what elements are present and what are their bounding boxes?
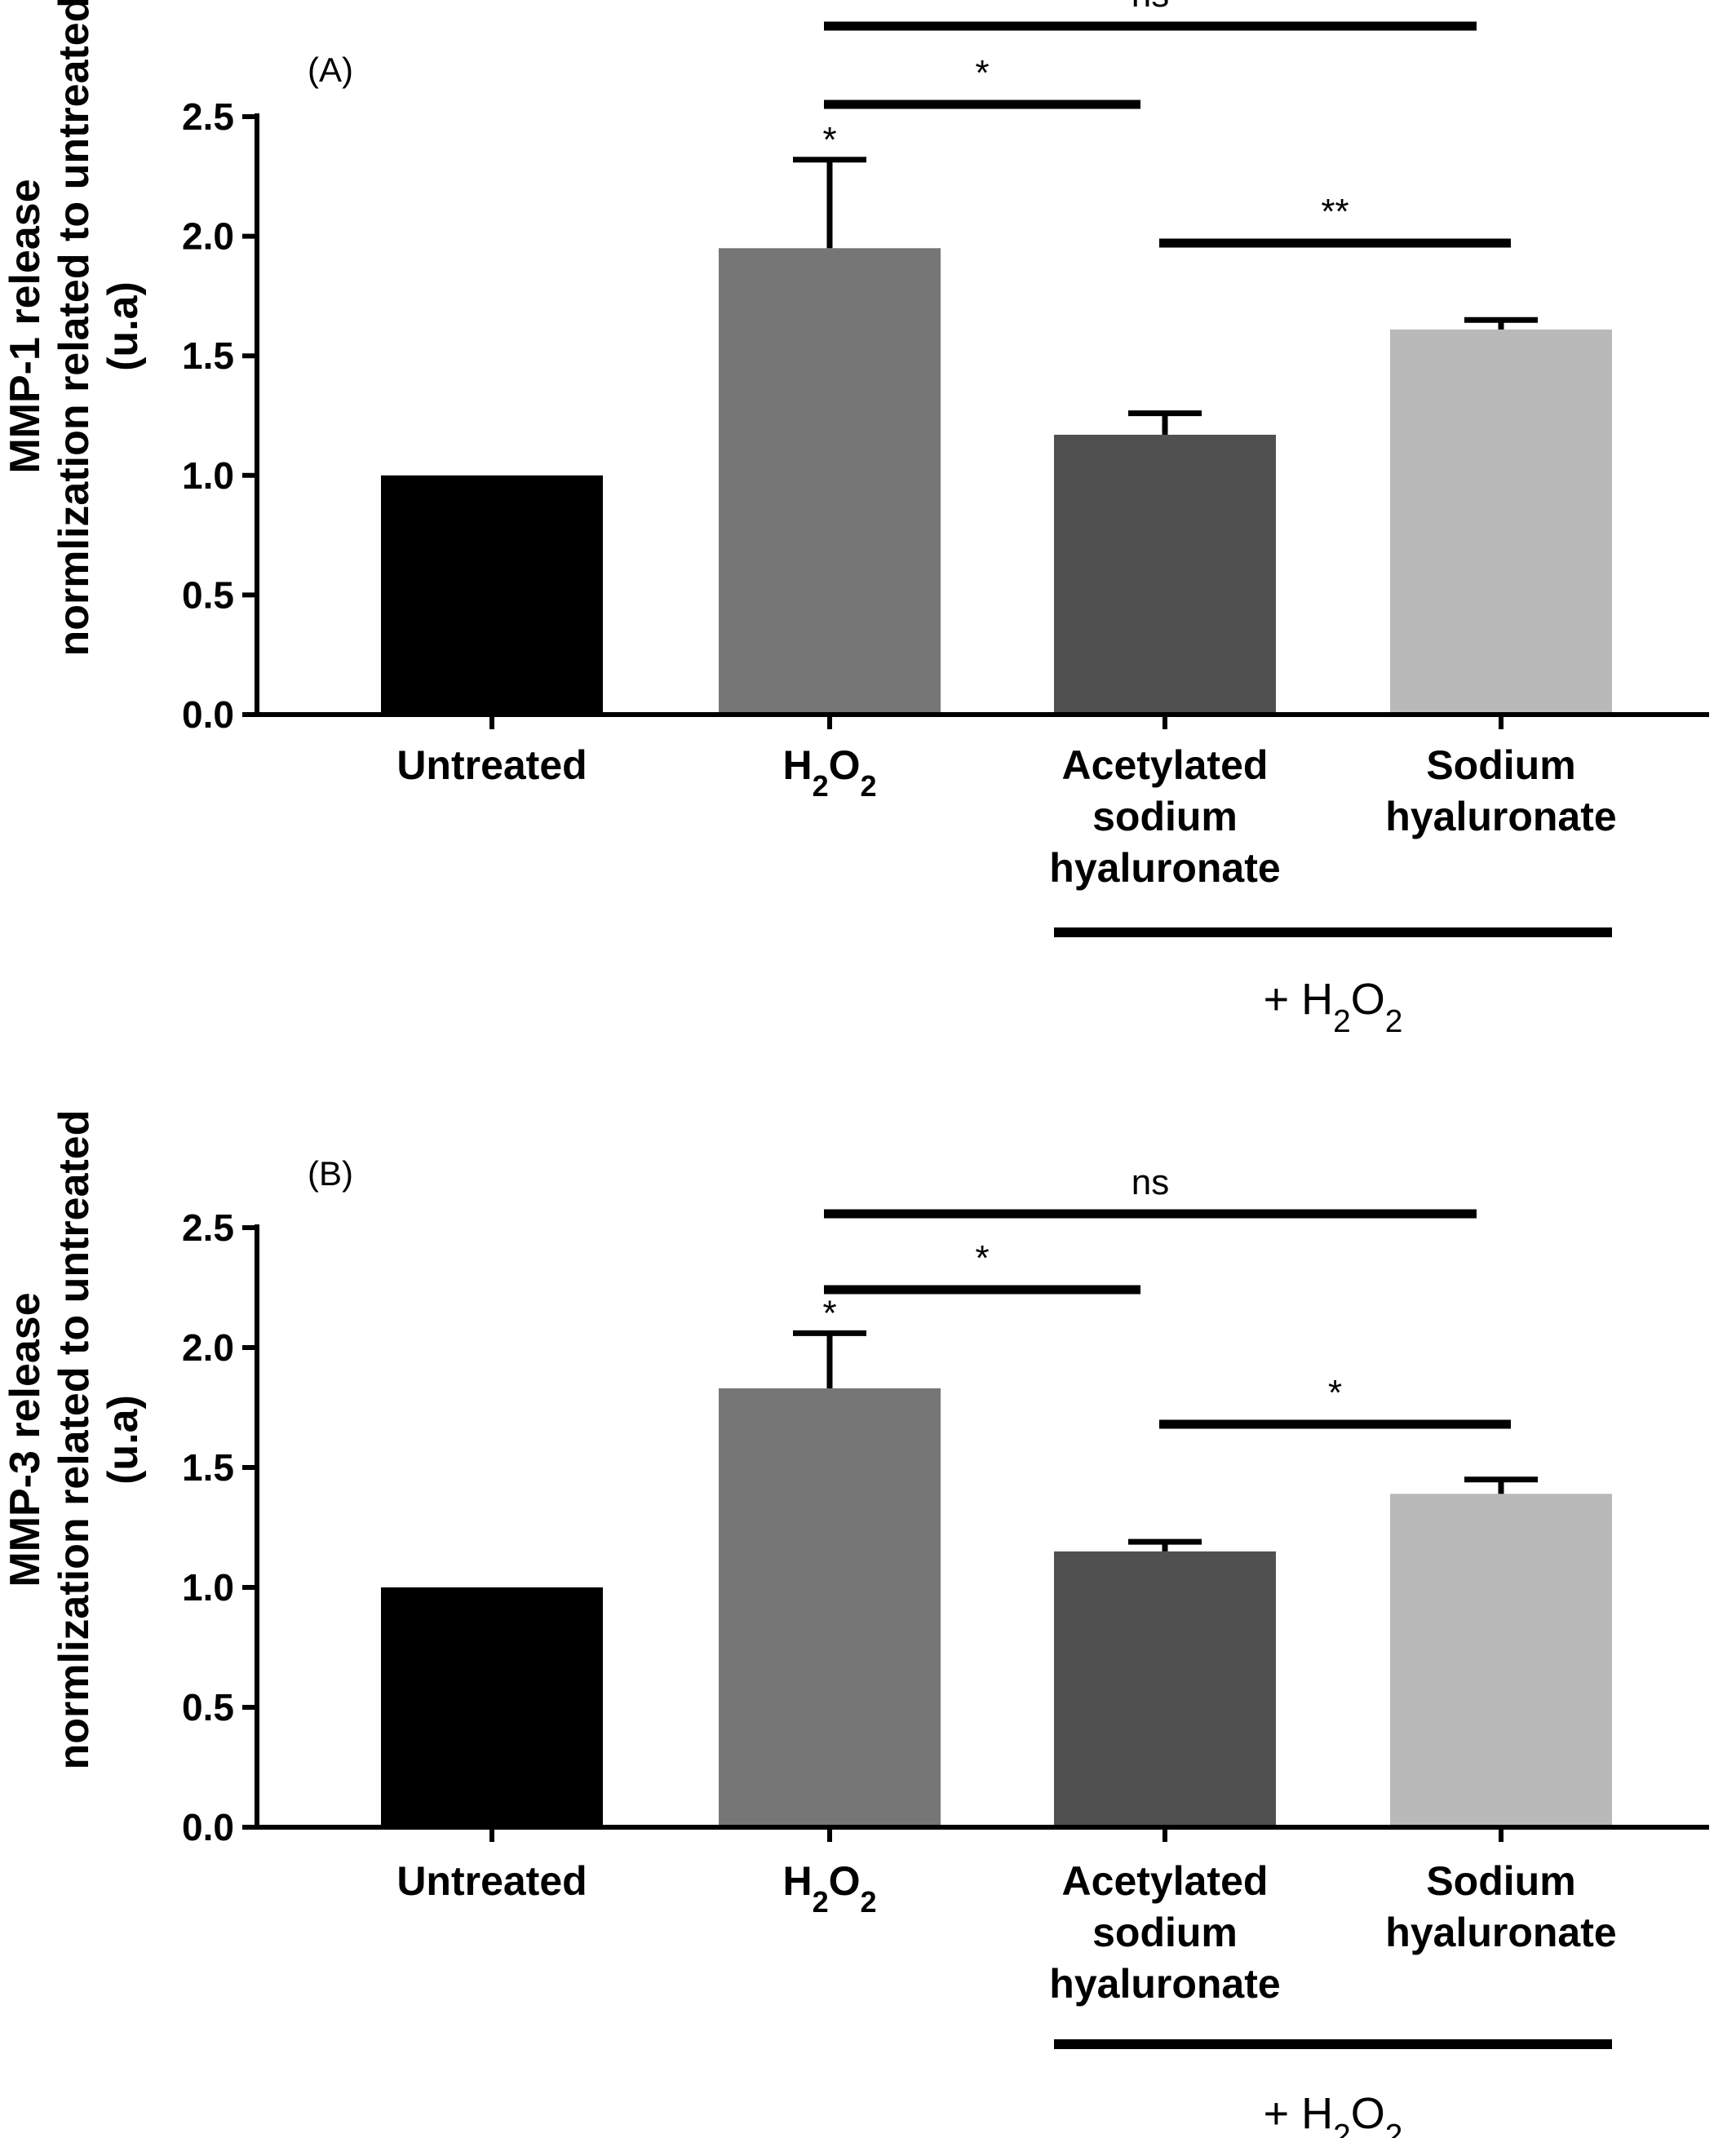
bar-annotation: * [822,120,836,160]
category-label: Untreated [396,742,587,788]
y-axis-title: (u.a) [100,281,147,371]
y-tick-label: 0.5 [182,573,234,616]
category-label: Sodium [1426,1858,1575,1904]
chart-panel-b: 0.0 0.5 1.0 1.5 2.0 2.5 Untreated H2O2 Acetylate… [2,1110,1709,2138]
y-tick-label: 1.0 [182,454,234,497]
chart-panel-a: 0.0 0.5 1.0 1.5 2.0 2.5 Untreated H2O2 Acetylate… [2,0,1709,1039]
y-tick-label: 2.0 [182,1326,234,1369]
y-tick-label: 2.5 [182,1206,234,1249]
category-label: sodium [1092,794,1238,839]
category-label: Sodium [1426,742,1575,788]
category-label: Acetylated [1062,742,1269,788]
bar [381,475,603,715]
y-axis-title: (u.a) [100,1395,147,1485]
category-label: hyaluronate [1385,1910,1616,1955]
y-tick-label: 2.0 [182,215,234,258]
y-tick-label: 1.0 [182,1566,234,1609]
category-label: hyaluronate [1049,845,1280,891]
y-axis-title: MMP-3 release [2,1292,49,1587]
bar [1054,434,1276,715]
bar [719,1388,941,1827]
y-axis-title: normlization related to untreated [51,1110,98,1770]
significance-label: * [1328,1373,1342,1413]
significance-label: ns [1132,0,1169,15]
bar [1390,1494,1612,1827]
y-tick-label: 0.0 [182,1806,234,1848]
bar [1054,1551,1276,1827]
bar [1390,329,1612,715]
panel-label: (B) [308,1154,353,1193]
category-label: H2O2 [782,742,876,803]
y-tick-label: 1.5 [182,334,234,377]
category-label: sodium [1092,1910,1238,1955]
y-tick-label: 1.5 [182,1446,234,1489]
bar-annotation: * [822,1293,836,1333]
significance-label: ** [1321,192,1348,232]
y-tick-label: 2.5 [182,95,234,138]
bar [381,1587,603,1827]
category-label: Acetylated [1062,1858,1269,1904]
category-label: Untreated [396,1858,587,1904]
significance-label: * [975,53,989,93]
category-label: H2O2 [782,1858,876,1919]
category-label: hyaluronate [1049,1961,1280,2007]
y-axis-title: MMP-1 release [2,179,49,473]
panel-label: (A) [308,51,353,89]
category-label: hyaluronate [1385,794,1616,839]
group-label: + H2O2 [1264,2089,1403,2138]
y-axis-title: normlization related to untreated [51,0,98,656]
group-label: + H2O2 [1264,975,1403,1039]
bar [719,248,941,715]
y-tick-label: 0.0 [182,693,234,736]
y-tick-label: 0.5 [182,1686,234,1729]
significance-label: * [975,1238,989,1278]
significance-label: ns [1132,1162,1169,1202]
